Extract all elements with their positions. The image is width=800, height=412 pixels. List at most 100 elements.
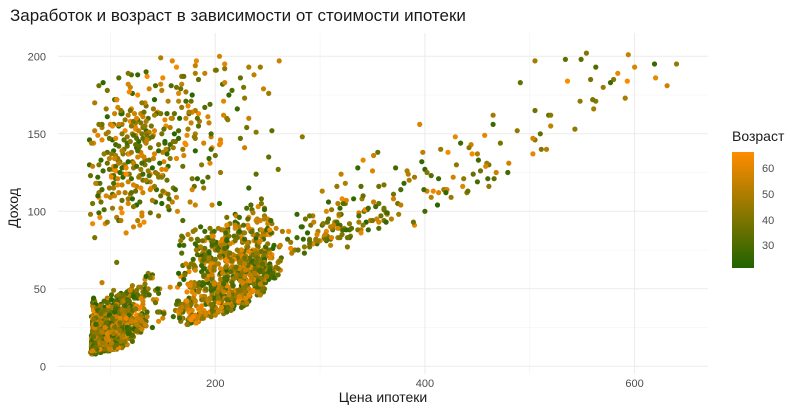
data-point (167, 284, 173, 290)
data-point (538, 146, 544, 152)
data-point (122, 338, 128, 344)
data-point (208, 131, 214, 137)
data-point (146, 157, 152, 163)
data-point (192, 267, 198, 273)
data-point (123, 230, 129, 236)
data-point (295, 247, 301, 253)
data-point (119, 197, 125, 203)
data-point (237, 272, 243, 278)
data-point (192, 320, 198, 326)
y-tick-label: 200 (28, 51, 46, 63)
data-point (200, 179, 206, 185)
data-point (244, 300, 250, 306)
data-point (139, 131, 145, 137)
data-point (564, 78, 571, 84)
data-point (140, 171, 146, 177)
data-point (375, 149, 381, 155)
data-point (161, 126, 167, 132)
data-point (99, 137, 105, 143)
data-point (107, 194, 113, 200)
data-point (179, 104, 185, 110)
data-point (161, 311, 167, 317)
data-point (506, 160, 512, 166)
data-point (215, 225, 221, 231)
data-point (125, 81, 131, 87)
data-point (111, 185, 117, 191)
data-point (514, 128, 520, 134)
data-point (121, 137, 127, 143)
data-point (593, 64, 599, 70)
data-point (119, 165, 125, 171)
data-point (242, 236, 248, 242)
legend-tick: 50 (762, 188, 775, 201)
data-point (172, 187, 178, 193)
data-point (160, 315, 166, 321)
data-point (493, 169, 499, 176)
data-point (134, 163, 140, 169)
data-point (166, 196, 172, 202)
data-point (497, 140, 503, 146)
data-point (187, 199, 193, 205)
data-point (104, 331, 110, 337)
data-point (118, 338, 124, 344)
data-point (532, 58, 538, 64)
data-point (237, 135, 243, 141)
data-point (396, 211, 402, 217)
data-point (165, 191, 171, 197)
data-point (117, 315, 123, 321)
data-point (369, 217, 376, 224)
data-point (144, 132, 150, 138)
data-point (543, 146, 550, 152)
data-point (207, 160, 213, 166)
data-point (428, 173, 434, 179)
data-point (673, 61, 680, 67)
data-point (246, 292, 252, 298)
data-point (577, 98, 583, 104)
data-point (474, 151, 480, 157)
data-point (588, 76, 594, 83)
data-point (183, 261, 189, 267)
data-point (188, 98, 194, 104)
data-point (356, 219, 362, 225)
data-point (214, 247, 220, 253)
data-point (138, 295, 144, 301)
data-point (90, 221, 96, 227)
data-point (201, 185, 207, 191)
data-point (257, 281, 263, 287)
data-point (249, 275, 255, 281)
data-point (315, 238, 321, 244)
data-point (191, 134, 197, 140)
data-point (188, 317, 194, 323)
data-point (116, 121, 122, 127)
data-point (207, 295, 213, 301)
data-point (477, 168, 484, 174)
data-point (337, 205, 343, 211)
data-point (365, 227, 371, 233)
data-point (160, 188, 166, 194)
data-point (108, 297, 115, 303)
data-point (251, 281, 257, 287)
data-point (88, 140, 95, 146)
data-point (119, 148, 125, 154)
data-point (210, 238, 216, 244)
data-point (173, 155, 180, 162)
data-point (159, 200, 165, 207)
data-point (562, 56, 569, 63)
data-point (189, 187, 195, 193)
data-point (203, 311, 209, 317)
data-point (264, 273, 270, 279)
data-point (95, 174, 101, 180)
data-point (209, 242, 215, 248)
data-point (106, 155, 112, 162)
data-point (206, 250, 212, 256)
data-point (261, 216, 268, 222)
data-point (237, 278, 243, 284)
data-point (113, 135, 119, 141)
data-point (420, 149, 426, 155)
data-point (208, 146, 214, 152)
data-point (165, 204, 171, 210)
data-point (181, 276, 187, 282)
data-point (128, 318, 134, 324)
data-point (217, 140, 224, 146)
data-point (173, 84, 180, 90)
